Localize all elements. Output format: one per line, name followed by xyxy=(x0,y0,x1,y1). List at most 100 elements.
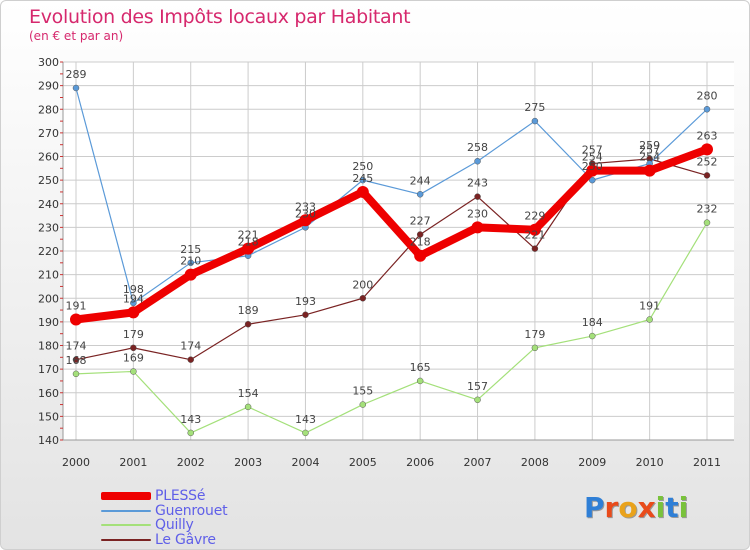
data-label: 155 xyxy=(352,385,373,398)
series-line-2 xyxy=(75,222,708,434)
data-point xyxy=(187,356,194,363)
data-point xyxy=(130,368,137,375)
x-tick-label: 2010 xyxy=(636,456,664,469)
data-point xyxy=(72,370,80,378)
legend-label-le-gavre: Le Gâvre xyxy=(155,531,216,548)
y-tick-label: 170 xyxy=(38,363,59,376)
data-point xyxy=(72,84,80,92)
data-label: 194 xyxy=(123,292,144,305)
logo-letter: i xyxy=(655,491,666,524)
data-label: 280 xyxy=(697,89,718,102)
data-label: 258 xyxy=(467,141,488,154)
y-tick-label: 240 xyxy=(38,198,59,211)
data-point xyxy=(586,164,599,177)
data-label: 232 xyxy=(697,203,718,216)
data-point xyxy=(474,193,481,200)
x-tick-label: 2004 xyxy=(291,456,319,469)
data-label: 257 xyxy=(639,144,660,157)
data-label: 168 xyxy=(66,354,87,367)
data-point xyxy=(72,356,80,363)
data-label: 221 xyxy=(524,229,545,242)
data-point xyxy=(130,299,137,307)
data-label: 169 xyxy=(123,351,144,364)
data-label: 200 xyxy=(352,278,373,291)
data-label: 221 xyxy=(238,229,259,242)
logo-letter: P xyxy=(584,491,605,524)
data-label: 174 xyxy=(180,340,201,353)
x-tick-label: 2009 xyxy=(578,456,606,469)
data-label: 154 xyxy=(238,387,259,400)
x-tick-label: 2002 xyxy=(177,456,205,469)
data-label: 275 xyxy=(524,101,545,114)
chart-title: Evolution des Impôts locaux par Habitant xyxy=(29,6,411,28)
data-label: 254 xyxy=(639,151,660,164)
y-tick-label: 260 xyxy=(38,151,59,164)
chart-subtitle: (en € et par an) xyxy=(29,29,124,43)
data-label: 191 xyxy=(639,300,660,313)
data-label: 250 xyxy=(582,160,603,173)
legend-label-plesse: PLESSé xyxy=(155,487,206,504)
y-tick-label: 190 xyxy=(38,316,59,329)
data-label: 227 xyxy=(410,214,431,227)
data-label: 184 xyxy=(582,316,603,329)
data-label: 229 xyxy=(524,210,545,223)
legend-label-guenrouet: Guenrouet xyxy=(155,502,228,519)
data-label: 215 xyxy=(180,243,201,256)
data-label: 193 xyxy=(295,295,316,308)
data-point xyxy=(187,259,194,267)
data-point xyxy=(643,164,656,177)
y-tick-label: 220 xyxy=(38,245,59,258)
data-point xyxy=(130,344,137,352)
legend-swatch-guenrouet xyxy=(101,509,151,512)
data-point xyxy=(416,377,424,385)
data-point xyxy=(414,249,427,262)
y-tick-label: 280 xyxy=(38,103,59,116)
data-point xyxy=(703,219,711,226)
legend-swatch-le-gavre xyxy=(101,538,151,541)
data-point xyxy=(244,403,252,411)
data-point xyxy=(242,242,255,255)
proxiti-logo: Proxiti xyxy=(584,491,688,524)
x-tick-label: 2000 xyxy=(62,456,90,469)
series-line-3 xyxy=(75,158,708,361)
logo-letter: x xyxy=(637,491,656,524)
data-label: 157 xyxy=(467,380,488,393)
y-tick-label: 160 xyxy=(38,387,59,400)
data-point xyxy=(471,221,484,234)
x-tick-label: 2008 xyxy=(521,456,549,469)
x-tick-label: 2003 xyxy=(234,456,262,469)
data-point xyxy=(531,117,539,125)
legend-item-plesse: PLESSé xyxy=(101,487,206,504)
data-point xyxy=(244,320,252,328)
data-point xyxy=(416,231,424,238)
data-point xyxy=(703,106,711,113)
series-line-1 xyxy=(75,87,708,304)
data-label: 191 xyxy=(66,300,87,313)
data-label: 244 xyxy=(410,174,431,187)
data-label: 257 xyxy=(582,144,603,157)
data-point xyxy=(701,143,713,156)
data-label: 218 xyxy=(238,236,259,249)
data-label: 210 xyxy=(180,255,201,268)
data-label: 245 xyxy=(352,172,373,185)
data-label: 218 xyxy=(410,236,431,249)
data-point xyxy=(589,332,596,340)
data-label: 252 xyxy=(697,155,718,168)
data-point xyxy=(589,176,596,184)
data-label: 250 xyxy=(352,160,373,173)
data-point xyxy=(646,316,653,323)
data-point xyxy=(703,172,711,179)
data-point xyxy=(70,313,82,326)
data-label: 233 xyxy=(295,200,316,213)
y-tick-label: 250 xyxy=(38,174,59,187)
x-tick-label: 2007 xyxy=(464,456,492,469)
y-tick-label: 300 xyxy=(38,56,59,69)
data-point xyxy=(474,157,481,165)
logo-letter: o xyxy=(618,491,638,524)
x-tick-label: 2011 xyxy=(693,456,721,469)
logo-letter: t xyxy=(665,491,679,524)
data-point xyxy=(302,311,309,319)
data-point xyxy=(356,185,369,198)
data-label: 243 xyxy=(467,177,488,190)
